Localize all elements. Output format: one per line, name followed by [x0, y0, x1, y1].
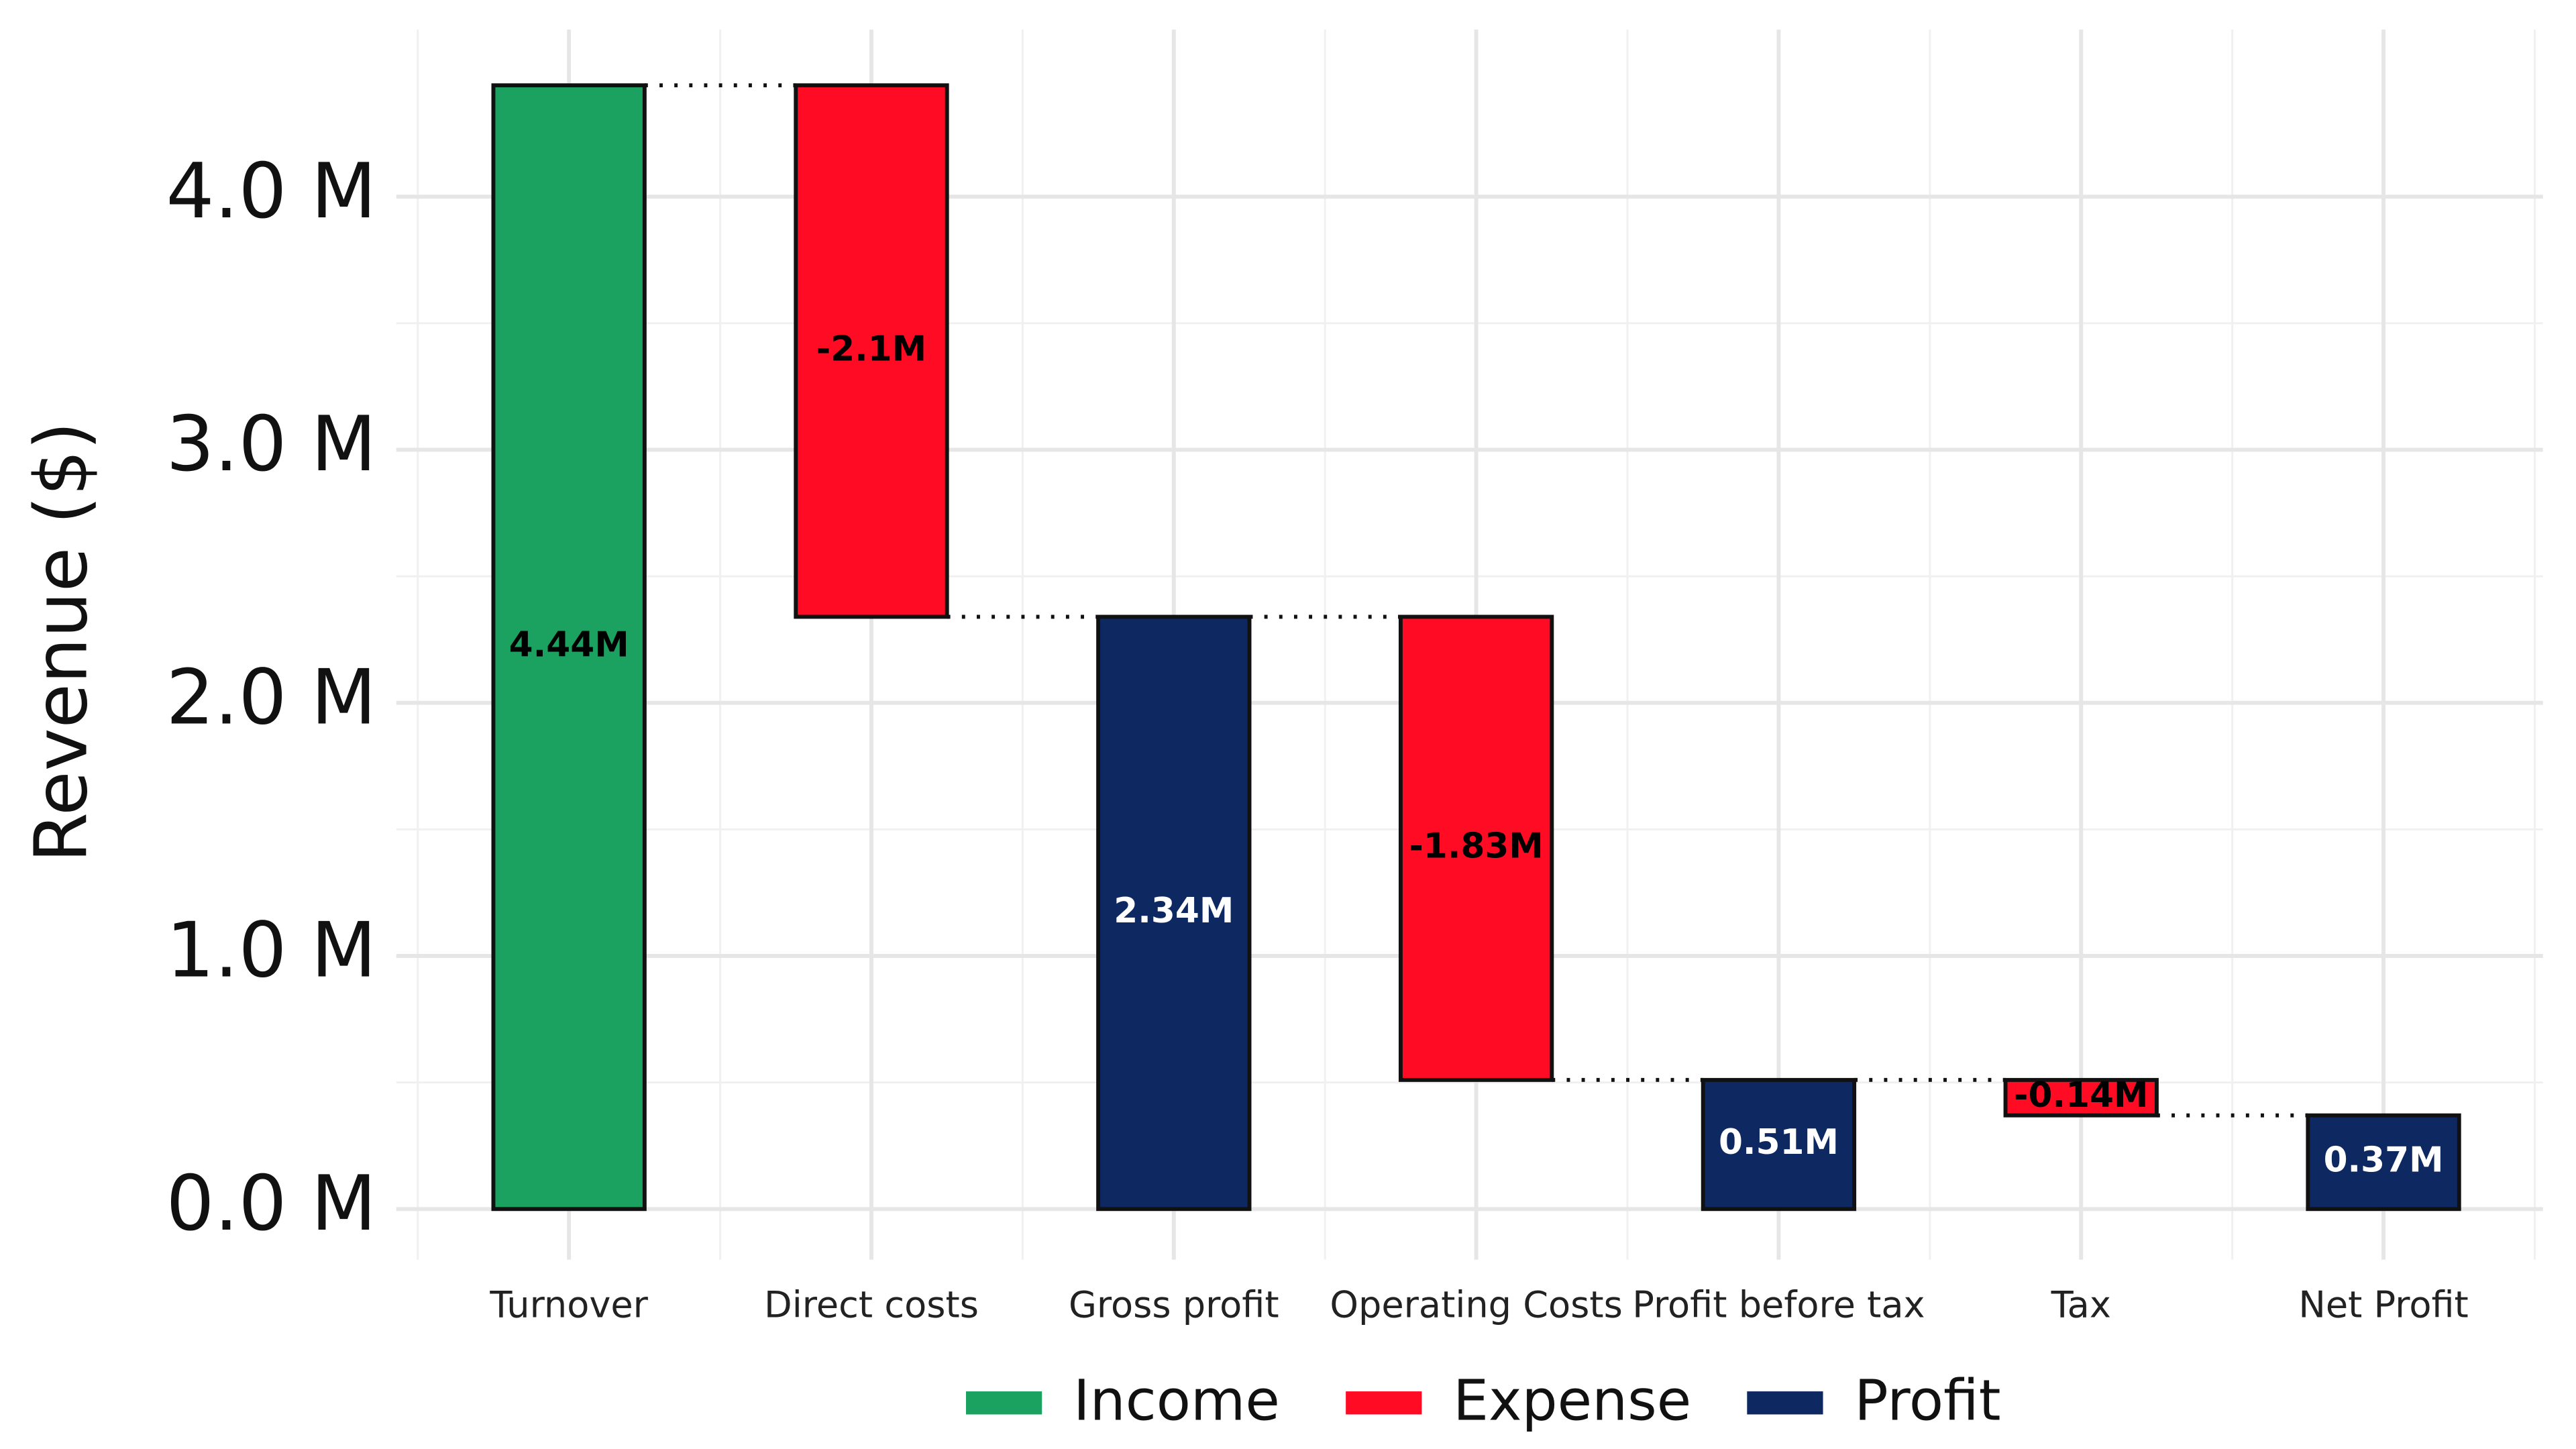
- x-tick-label: Operating Costs: [1330, 1284, 1622, 1326]
- bar: [1398, 614, 1554, 1082]
- y-tick-label: 4.0 M: [166, 147, 376, 235]
- value-label: 0.37M: [2324, 1140, 2444, 1181]
- value-label: -0.14M: [2014, 1075, 2148, 1116]
- value-label: 0.51M: [1719, 1122, 1839, 1163]
- legend-swatch: [1346, 1391, 1422, 1415]
- bar: [1701, 1077, 1857, 1212]
- bar: [2003, 1077, 2159, 1118]
- y-tick-label: 0.0 M: [166, 1159, 376, 1248]
- x-tick-label: Tax: [2051, 1284, 2111, 1326]
- x-tick-label: Turnover: [489, 1284, 648, 1326]
- bar: [491, 83, 647, 1212]
- legend-label: Income: [1073, 1368, 1280, 1434]
- x-tick-label: Profit before tax: [1632, 1284, 1925, 1326]
- x-tick-label: Net Profit: [2298, 1284, 2468, 1326]
- value-label: -1.83M: [1409, 826, 1543, 867]
- y-tick-label: 1.0 M: [166, 906, 376, 995]
- x-tick-label: Direct costs: [764, 1284, 979, 1326]
- bar: [794, 83, 949, 619]
- legend-swatch: [966, 1391, 1042, 1415]
- legend-label: Expense: [1453, 1368, 1691, 1434]
- value-label: -2.1M: [816, 329, 926, 369]
- value-label: 4.44M: [509, 625, 629, 665]
- y-tick-label: 3.0 M: [166, 400, 376, 488]
- value-label: 2.34M: [1114, 891, 1234, 931]
- y-axis-label: Revenue ($): [19, 421, 103, 863]
- legend-label: Profit: [1854, 1368, 2000, 1434]
- legend-swatch: [1747, 1391, 1823, 1415]
- y-tick-label: 2.0 M: [166, 653, 376, 742]
- x-tick-label: Gross profit: [1069, 1284, 1279, 1326]
- bar: [1096, 614, 1252, 1212]
- bar: [2306, 1113, 2461, 1212]
